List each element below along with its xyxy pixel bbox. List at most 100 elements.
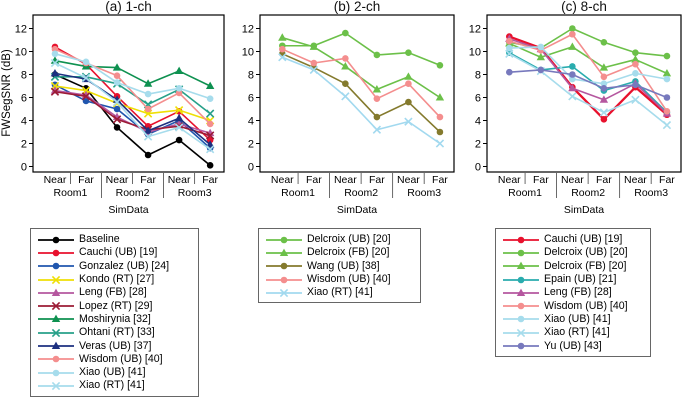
chart-2ch: (b) 2-ch 0 2 4 6 8 10 12 Near Far Near Far Near Far R… (228, 0, 458, 225)
data-point-marker (51, 381, 61, 391)
legend-marker (503, 288, 539, 296)
data-point-marker (280, 262, 288, 270)
data-point-marker (205, 81, 215, 89)
data-point-marker (279, 288, 289, 297)
series-line (54, 59, 211, 87)
legend-marker (38, 369, 74, 376)
room-label: Room1 (281, 187, 315, 199)
y-tick-label: 2 (248, 138, 254, 150)
legend-label: Xiao (RT) [41] (544, 326, 610, 339)
series-line (509, 69, 668, 99)
legend-item: Delcroix (FB) [20] (502, 260, 645, 273)
legend-marker (503, 276, 539, 283)
data-point-marker (517, 342, 525, 350)
legend-marker (266, 288, 302, 297)
y-tick-label: 6 (475, 92, 481, 104)
legend-label: Cauchi (UB) [19] (79, 246, 158, 259)
legend-label: Baseline (79, 233, 120, 246)
chart-title-8ch: (c) 8-ch (561, 0, 607, 14)
series-line (54, 85, 211, 122)
data-point-marker (51, 288, 61, 296)
data-point-marker (205, 109, 215, 118)
data-point-marker (341, 92, 350, 101)
chart-title-1ch: (a) 1-ch (105, 0, 152, 14)
legend-label: Xiao (UB) [41] (79, 366, 146, 379)
x-tick-label-near-far: Near (271, 174, 294, 186)
data-point-marker (112, 63, 122, 71)
legend-marker (503, 236, 539, 243)
y-tick-label: 0 (475, 161, 481, 173)
data-point-marker (663, 52, 671, 60)
x-tick-label-near-far: Near (334, 174, 357, 186)
data-point-marker (175, 85, 183, 92)
legend-item: Cauchi (UB) [19] (502, 233, 645, 246)
legend-item: Xiao (RT) [41] (265, 286, 415, 299)
data-point-marker (342, 55, 349, 62)
x-axis-label: SimData (108, 204, 148, 216)
data-point-marker (435, 139, 445, 148)
data-point-marker (631, 55, 640, 63)
data-point-marker (599, 63, 609, 71)
legend-item: Gonzalez (UB) [24] (37, 260, 193, 273)
legend-marker (503, 261, 539, 270)
y-tick-label: 0 (248, 161, 254, 173)
data-point-marker (81, 92, 91, 101)
legend-label: Veras (UB) [37] (79, 339, 152, 352)
y-tick-label: 6 (248, 92, 254, 104)
data-point-marker (174, 123, 184, 132)
legend-item: Delcroix (UB) [20] (502, 246, 645, 259)
data-point-marker (373, 95, 381, 102)
legend-item: Wisdom (UB) [40] (37, 353, 193, 366)
legend-item: Epain (UB) [21] (502, 273, 645, 286)
data-point-marker (516, 261, 526, 270)
series-line (509, 27, 668, 57)
legend-marker (38, 315, 74, 323)
legend-label: Yu (UB) [43] (544, 339, 602, 352)
series-line (282, 32, 441, 67)
data-point-marker (51, 275, 61, 284)
series-line (509, 33, 668, 112)
legend-item: Xiao (RT) [41] (502, 326, 645, 339)
y-tick-label: 10 (15, 46, 27, 58)
room-label: Room3 (407, 187, 441, 199)
data-point-marker (404, 72, 413, 80)
room-label: Room2 (571, 187, 605, 199)
data-point-marker (50, 58, 60, 68)
data-point-marker (600, 73, 608, 81)
x-tick-label-near-far: Near (106, 174, 129, 186)
data-point-marker (436, 62, 444, 69)
data-point-marker (52, 236, 60, 243)
data-point-marker (662, 68, 672, 77)
legend-marker (266, 276, 302, 283)
legend-marker (266, 262, 302, 270)
data-point-marker (506, 37, 513, 45)
data-point-marker (206, 95, 214, 102)
legend-item: Xiao (UB) [41] (502, 313, 645, 326)
chart-1ch: (a) 1-ch FWSegSNR (dB) 0 2 4 6 8 10 12 Near Far N… (0, 0, 232, 225)
legend-label: Xiao (RT) [41] (307, 286, 373, 299)
data-point-marker (536, 52, 546, 61)
legend-marker (266, 248, 302, 256)
data-point-marker (50, 68, 60, 77)
chart-title-2ch: (b) 2-ch (333, 0, 381, 14)
legend-marker (503, 316, 539, 323)
room-label: Room2 (116, 187, 150, 199)
legend-item: Wisdom (UB) [40] (502, 299, 645, 312)
series-line (282, 56, 441, 145)
x-tick-label-near-far: Far (140, 174, 156, 186)
data-point-marker (50, 87, 60, 96)
data-point-marker (205, 131, 215, 140)
data-point-marker (143, 126, 153, 134)
data-point-marker (506, 68, 513, 76)
data-point-marker (569, 63, 576, 70)
data-point-marker (112, 115, 122, 124)
plot-frame (259, 14, 455, 173)
series-line (281, 53, 441, 133)
data-point-marker (51, 301, 61, 311)
data-point-marker (81, 73, 91, 83)
y-tick-label: 0 (21, 161, 27, 173)
plot-frame (32, 14, 225, 173)
y-tick-label: 4 (248, 115, 254, 127)
data-point-marker (144, 151, 152, 159)
